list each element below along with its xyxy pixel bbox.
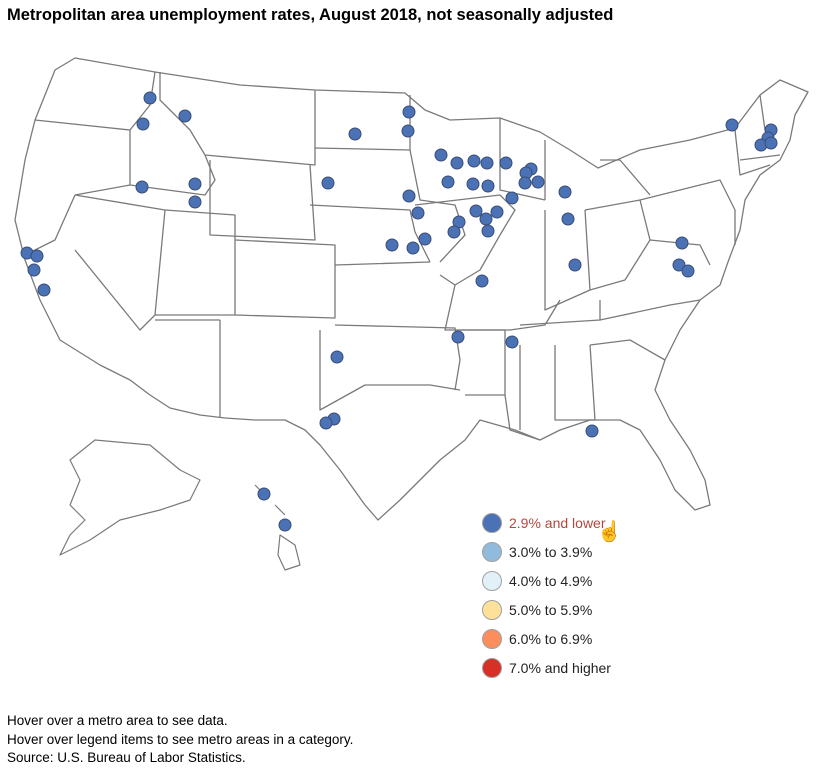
metro-dot[interactable] [278, 518, 292, 532]
metro-dot[interactable] [675, 236, 689, 250]
legend-label: 4.0% to 4.9% [509, 572, 593, 589]
metro-dot[interactable] [411, 206, 425, 220]
metro-dot[interactable] [321, 176, 335, 190]
metro-dots [20, 91, 778, 532]
metro-dot[interactable] [27, 263, 41, 277]
metro-dot[interactable] [725, 118, 739, 132]
metro-dot[interactable] [37, 283, 51, 297]
metro-dot[interactable] [402, 105, 416, 119]
legend-label: 3.0% to 3.9% [509, 543, 593, 560]
footer-notes: Hover over a metro area to see data. Hov… [7, 712, 353, 768]
legend-swatch [482, 599, 502, 620]
legend-item-4-0-to-4-9[interactable]: 4.0% to 4.9% [480, 566, 640, 595]
metro-dot[interactable] [348, 127, 362, 141]
legend-item-7-0-and-higher[interactable]: 7.0% and higher [480, 653, 640, 682]
hand-pointer-icon: ☝ [597, 521, 622, 543]
legend: 2.9% and lower 3.0% to 3.9% 4.0% to 4.9%… [480, 508, 640, 682]
metro-dot[interactable] [385, 238, 399, 252]
metro-dot[interactable] [135, 180, 149, 194]
metro-dot[interactable] [481, 224, 495, 238]
us-outline [14, 57, 809, 521]
legend-swatch [482, 541, 502, 562]
metro-dot[interactable] [469, 204, 483, 218]
metro-dot[interactable] [401, 124, 415, 138]
hover-map-note: Hover over a metro area to see data. [7, 713, 228, 728]
legend-label: 6.0% to 6.9% [509, 630, 593, 647]
legend-swatch [482, 570, 502, 591]
legend-label: 7.0% and higher [509, 659, 611, 676]
source-note: Source: U.S. Bureau of Labor Statistics. [7, 750, 246, 765]
chart-title: Metropolitan area unemployment rates, Au… [7, 6, 614, 24]
alaska-outline [59, 439, 201, 556]
legend-swatch [482, 628, 502, 649]
metro-dot[interactable] [467, 154, 481, 168]
metro-dot[interactable] [505, 191, 519, 205]
metro-dot[interactable] [479, 212, 493, 226]
hover-legend-note: Hover over legend items to see metro are… [7, 731, 354, 747]
legend-item-3-0-to-3-9[interactable]: 3.0% to 3.9% [480, 537, 640, 566]
metro-dot[interactable] [441, 175, 455, 189]
legend-label: 2.9% and lower [509, 514, 606, 531]
metro-dot[interactable] [672, 258, 686, 272]
metro-dot[interactable] [480, 156, 494, 170]
metro-dot[interactable] [136, 117, 150, 131]
metro-dot[interactable] [188, 195, 202, 209]
metro-dot[interactable] [447, 225, 461, 239]
metro-dot[interactable] [681, 264, 695, 278]
us-map [14, 57, 809, 571]
metro-dot[interactable] [418, 232, 432, 246]
metro-dot[interactable] [330, 350, 344, 364]
metro-dot[interactable] [178, 109, 192, 123]
legend-swatch [482, 657, 502, 678]
metro-dot[interactable] [558, 185, 572, 199]
legend-item-6-0-to-6-9[interactable]: 6.0% to 6.9% [480, 624, 640, 653]
metro-dot[interactable] [257, 487, 271, 501]
metro-dot[interactable] [402, 189, 416, 203]
metro-dot[interactable] [188, 177, 202, 191]
legend-swatch [482, 512, 502, 533]
metro-dot[interactable] [585, 424, 599, 438]
metro-dot[interactable] [143, 91, 157, 105]
metro-dot[interactable] [505, 335, 519, 349]
metro-dot[interactable] [450, 156, 464, 170]
legend-item-5-0-to-5-9[interactable]: 5.0% to 5.9% [480, 595, 640, 624]
metro-dot[interactable] [518, 176, 532, 190]
metro-dot[interactable] [561, 212, 575, 226]
metro-dot[interactable] [30, 249, 44, 263]
metro-dot[interactable] [568, 258, 582, 272]
metro-dot[interactable] [434, 148, 448, 162]
state-boundaries [14, 57, 809, 521]
legend-label: 5.0% to 5.9% [509, 601, 593, 618]
metro-dot[interactable] [490, 205, 504, 219]
metro-dot[interactable] [531, 175, 545, 189]
metro-dot[interactable] [475, 274, 489, 288]
metro-dot[interactable] [319, 416, 333, 430]
metro-dot[interactable] [764, 136, 778, 150]
metro-dot[interactable] [481, 179, 495, 193]
metro-dot[interactable] [466, 177, 480, 191]
metro-dot[interactable] [451, 330, 465, 344]
legend-item-2-9-and-lower[interactable]: 2.9% and lower [480, 508, 640, 537]
metro-dot[interactable] [499, 156, 513, 170]
metro-dot[interactable] [406, 241, 420, 255]
